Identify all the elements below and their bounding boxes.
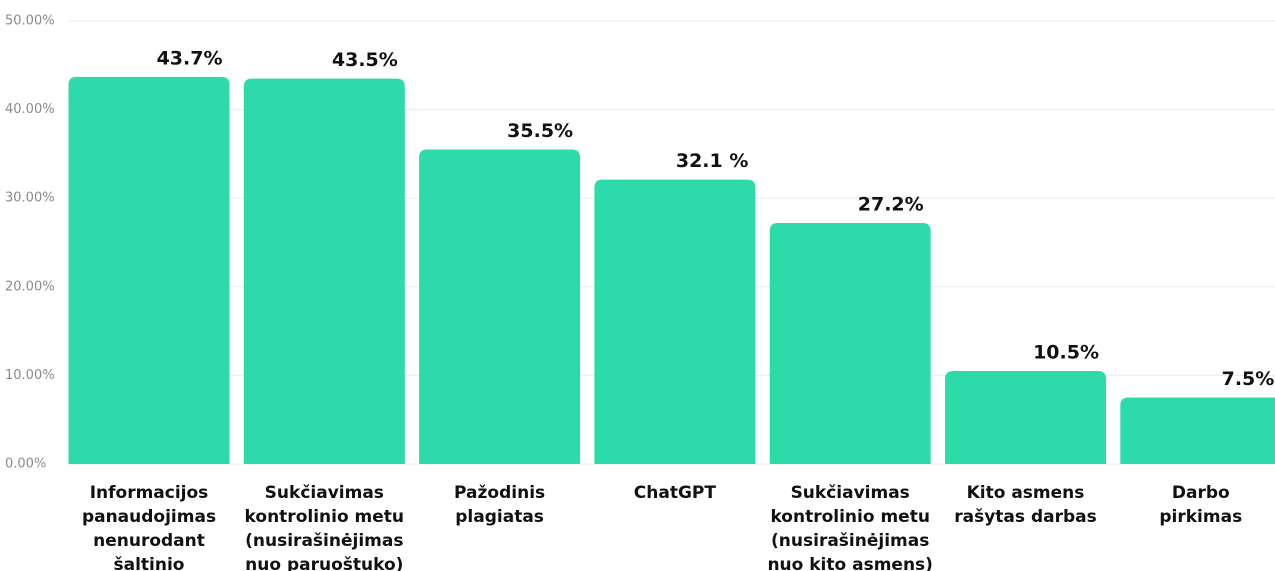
- value-label: 10.5%: [1033, 341, 1099, 363]
- bar: [594, 179, 756, 464]
- value-label: 35.5%: [507, 120, 573, 142]
- x-tick-label: Darbo pirkimas: [1159, 483, 1242, 527]
- value-label: 43.5%: [332, 49, 398, 71]
- y-tick-label: 10.00%: [5, 368, 55, 383]
- x-tick-label: ChatGPT: [634, 483, 717, 503]
- bar: [243, 78, 405, 464]
- x-tick-label: Pažodinis plagiatas: [454, 483, 545, 527]
- bar: [769, 223, 931, 464]
- x-tick-label-line: šaltinio: [114, 555, 185, 571]
- x-tick-label-line: kontrolinio metu: [770, 507, 929, 527]
- x-tick-label: Sukčiavimas kontrolinio metu (nusirašinėji…: [245, 483, 404, 571]
- y-tick-label: 20.00%: [5, 279, 55, 294]
- x-tick-label: Kito asmens rašytas darbas: [954, 483, 1096, 527]
- x-tick-label-line: Sukčiavimas: [265, 483, 384, 503]
- value-label: 7.5%: [1222, 368, 1275, 390]
- x-tick-label-line: kontrolinio metu: [245, 507, 404, 527]
- bar: [945, 370, 1106, 464]
- y-tick-label: 50.00%: [5, 14, 55, 29]
- x-tick-label-line: plagiatas: [455, 507, 544, 527]
- x-tick-label-line: rašytas darbas: [954, 507, 1096, 527]
- x-tick-label-line: nuo paruoštuko): [245, 555, 403, 571]
- bar: [1120, 397, 1275, 464]
- x-tick-label-line: (nusirašinėjimas: [245, 531, 403, 551]
- x-tick-label-line: nuo kito asmens): [767, 555, 932, 571]
- value-label: 43.7%: [157, 47, 223, 69]
- x-tick-label-line: Kito asmens: [967, 483, 1085, 503]
- x-tick-label-line: ChatGPT: [634, 483, 717, 503]
- x-tick-label-line: Darbo: [1172, 483, 1230, 503]
- x-tick-label-line: nenurodant: [93, 531, 205, 551]
- bar: [68, 76, 230, 465]
- value-label: 32.1 %: [676, 150, 749, 172]
- x-tick-label-line: pirkimas: [1159, 507, 1242, 527]
- x-tick-label-line: panaudojimas: [82, 507, 216, 527]
- x-tick-label: Informacijos panaudojimas nenurodant šaltin…: [82, 483, 216, 571]
- x-tick-label-line: (nusirašinėjimas: [771, 531, 929, 551]
- x-tick-label-line: Sukčiavimas: [791, 483, 910, 503]
- y-tick-label: 0.00%: [5, 457, 46, 472]
- value-label: 27.2%: [858, 194, 924, 216]
- x-tick-label-line: Informacijos: [90, 483, 209, 503]
- x-tick-label-line: Pažodinis: [454, 483, 545, 503]
- y-tick-label: 40.00%: [5, 102, 55, 117]
- y-tick-label: 30.00%: [5, 191, 55, 206]
- x-tick-label: Sukčiavimas kontrolinio metu (nusirašinėji…: [767, 483, 932, 571]
- bar: [419, 149, 581, 464]
